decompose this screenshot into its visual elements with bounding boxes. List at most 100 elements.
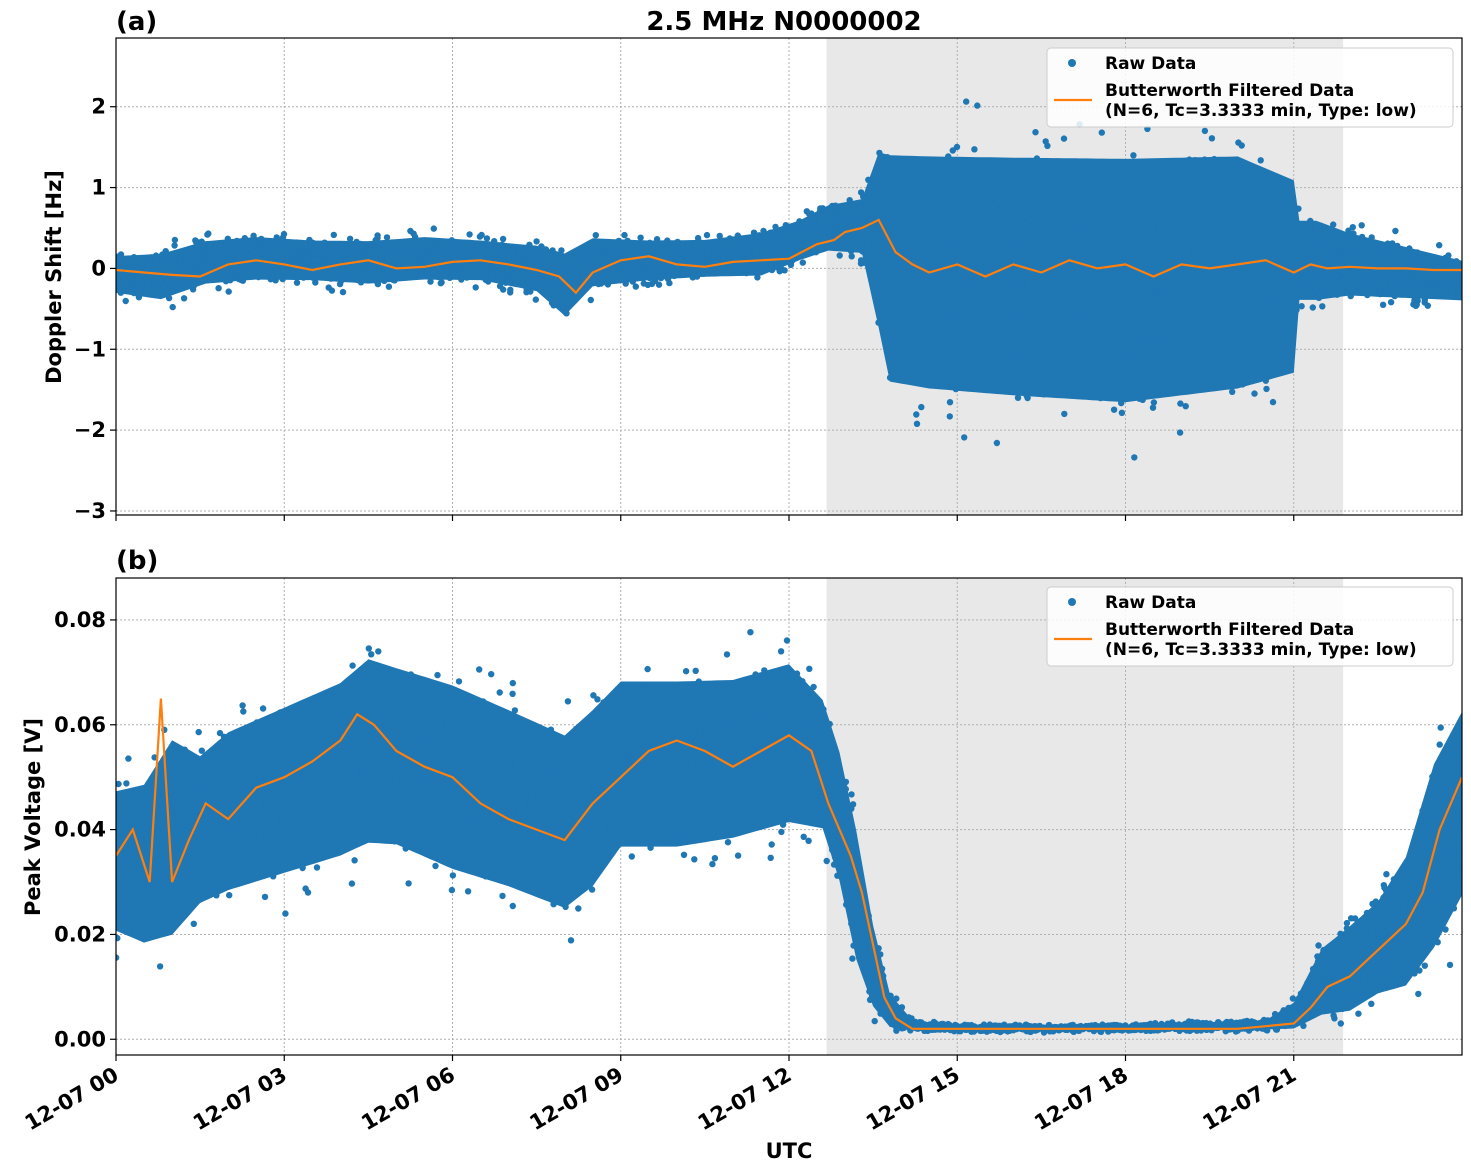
raw-data-point bbox=[1376, 288, 1383, 296]
raw-data-point bbox=[742, 250, 749, 257]
raw-data-point bbox=[1364, 291, 1371, 299]
raw-data-point bbox=[199, 265, 206, 272]
raw-data-point bbox=[688, 762, 695, 770]
raw-data-point bbox=[1259, 283, 1266, 290]
raw-data-point bbox=[547, 726, 555, 733]
raw-data-point bbox=[143, 796, 151, 803]
raw-data-point bbox=[903, 177, 911, 185]
raw-data-point bbox=[572, 725, 580, 733]
raw-data-point bbox=[662, 265, 670, 272]
raw-data-point bbox=[615, 237, 622, 245]
raw-data-point bbox=[535, 742, 542, 750]
raw-data-point bbox=[1169, 321, 1177, 328]
raw-data-point bbox=[953, 217, 961, 224]
raw-data-point bbox=[976, 345, 984, 352]
raw-data-point bbox=[856, 212, 863, 220]
raw-data-point bbox=[1420, 839, 1428, 846]
raw-data-point bbox=[1191, 356, 1199, 363]
raw-data-point bbox=[1037, 282, 1045, 289]
raw-data-point bbox=[701, 767, 708, 774]
raw-data-point bbox=[908, 237, 915, 244]
raw-data-point bbox=[1418, 865, 1426, 873]
raw-data-point bbox=[798, 222, 806, 229]
raw-data-point bbox=[885, 993, 892, 1000]
raw-data-point bbox=[376, 241, 383, 248]
raw-data-point bbox=[925, 247, 933, 255]
raw-data-point bbox=[914, 196, 922, 203]
raw-data-point bbox=[775, 799, 782, 807]
raw-data-point bbox=[307, 263, 314, 270]
raw-data-point bbox=[372, 236, 379, 244]
raw-data-point bbox=[673, 270, 681, 277]
raw-data-point bbox=[857, 257, 865, 264]
raw-data-point bbox=[747, 629, 754, 636]
raw-data-point bbox=[726, 235, 733, 242]
raw-data-point bbox=[829, 846, 836, 853]
raw-data-point bbox=[200, 846, 207, 853]
raw-data-point bbox=[391, 673, 399, 680]
raw-data-point bbox=[617, 726, 624, 733]
raw-data-point bbox=[1054, 241, 1061, 249]
raw-data-point bbox=[535, 771, 543, 778]
raw-data-point bbox=[341, 792, 348, 800]
raw-data-point bbox=[834, 872, 841, 879]
raw-data-point bbox=[980, 363, 988, 370]
raw-data-point bbox=[259, 705, 267, 712]
raw-data-point bbox=[1088, 362, 1095, 370]
raw-data-point bbox=[1226, 337, 1233, 345]
raw-data-point bbox=[352, 671, 359, 679]
raw-data-point bbox=[610, 267, 617, 274]
raw-data-point bbox=[1411, 853, 1419, 860]
raw-data-point bbox=[225, 842, 233, 849]
raw-data-point bbox=[371, 273, 379, 280]
raw-data-point bbox=[1063, 232, 1070, 239]
raw-data-point bbox=[1430, 915, 1438, 922]
raw-data-point bbox=[398, 258, 405, 265]
raw-data-point bbox=[476, 666, 483, 673]
raw-data-point bbox=[585, 840, 592, 847]
raw-data-point bbox=[291, 834, 299, 842]
raw-data-point bbox=[1216, 301, 1223, 308]
raw-data-point bbox=[633, 260, 640, 267]
raw-data-point bbox=[134, 265, 142, 272]
raw-data-point bbox=[1340, 993, 1347, 1001]
raw-data-point bbox=[1392, 920, 1400, 928]
raw-data-point bbox=[407, 671, 415, 678]
raw-data-point bbox=[464, 750, 471, 757]
raw-data-point bbox=[1322, 269, 1329, 276]
raw-data-point bbox=[604, 793, 611, 800]
raw-data-point bbox=[1149, 224, 1157, 231]
raw-data-point bbox=[1453, 258, 1460, 265]
raw-data-point bbox=[993, 439, 1001, 447]
raw-data-point bbox=[1360, 976, 1367, 984]
raw-data-point bbox=[603, 270, 610, 277]
raw-data-point bbox=[1032, 129, 1039, 136]
raw-data-point bbox=[1243, 200, 1251, 207]
raw-data-point bbox=[1313, 248, 1321, 255]
raw-data-point bbox=[961, 434, 968, 441]
raw-data-point bbox=[843, 901, 850, 908]
raw-data-point bbox=[402, 845, 409, 852]
raw-data-point bbox=[1255, 216, 1263, 223]
raw-data-point bbox=[252, 826, 259, 833]
raw-data-point bbox=[1119, 286, 1126, 293]
raw-data-point bbox=[377, 772, 385, 780]
raw-data-point bbox=[1209, 308, 1216, 316]
raw-data-point bbox=[936, 283, 943, 290]
raw-data-point bbox=[711, 253, 718, 260]
raw-data-point bbox=[1067, 250, 1074, 258]
raw-data-point bbox=[660, 830, 667, 837]
raw-data-point bbox=[1358, 272, 1365, 279]
raw-data-point bbox=[1103, 363, 1111, 371]
raw-data-point bbox=[1429, 804, 1436, 811]
raw-data-point bbox=[331, 271, 338, 279]
raw-data-point bbox=[732, 813, 739, 821]
raw-data-point bbox=[1446, 832, 1453, 839]
raw-data-point bbox=[928, 317, 936, 325]
raw-data-point bbox=[1132, 352, 1140, 360]
raw-data-point bbox=[1394, 274, 1401, 281]
raw-data-point bbox=[296, 795, 303, 802]
raw-data-point bbox=[820, 706, 827, 713]
raw-data-point bbox=[405, 246, 412, 253]
raw-data-point bbox=[1118, 399, 1125, 407]
